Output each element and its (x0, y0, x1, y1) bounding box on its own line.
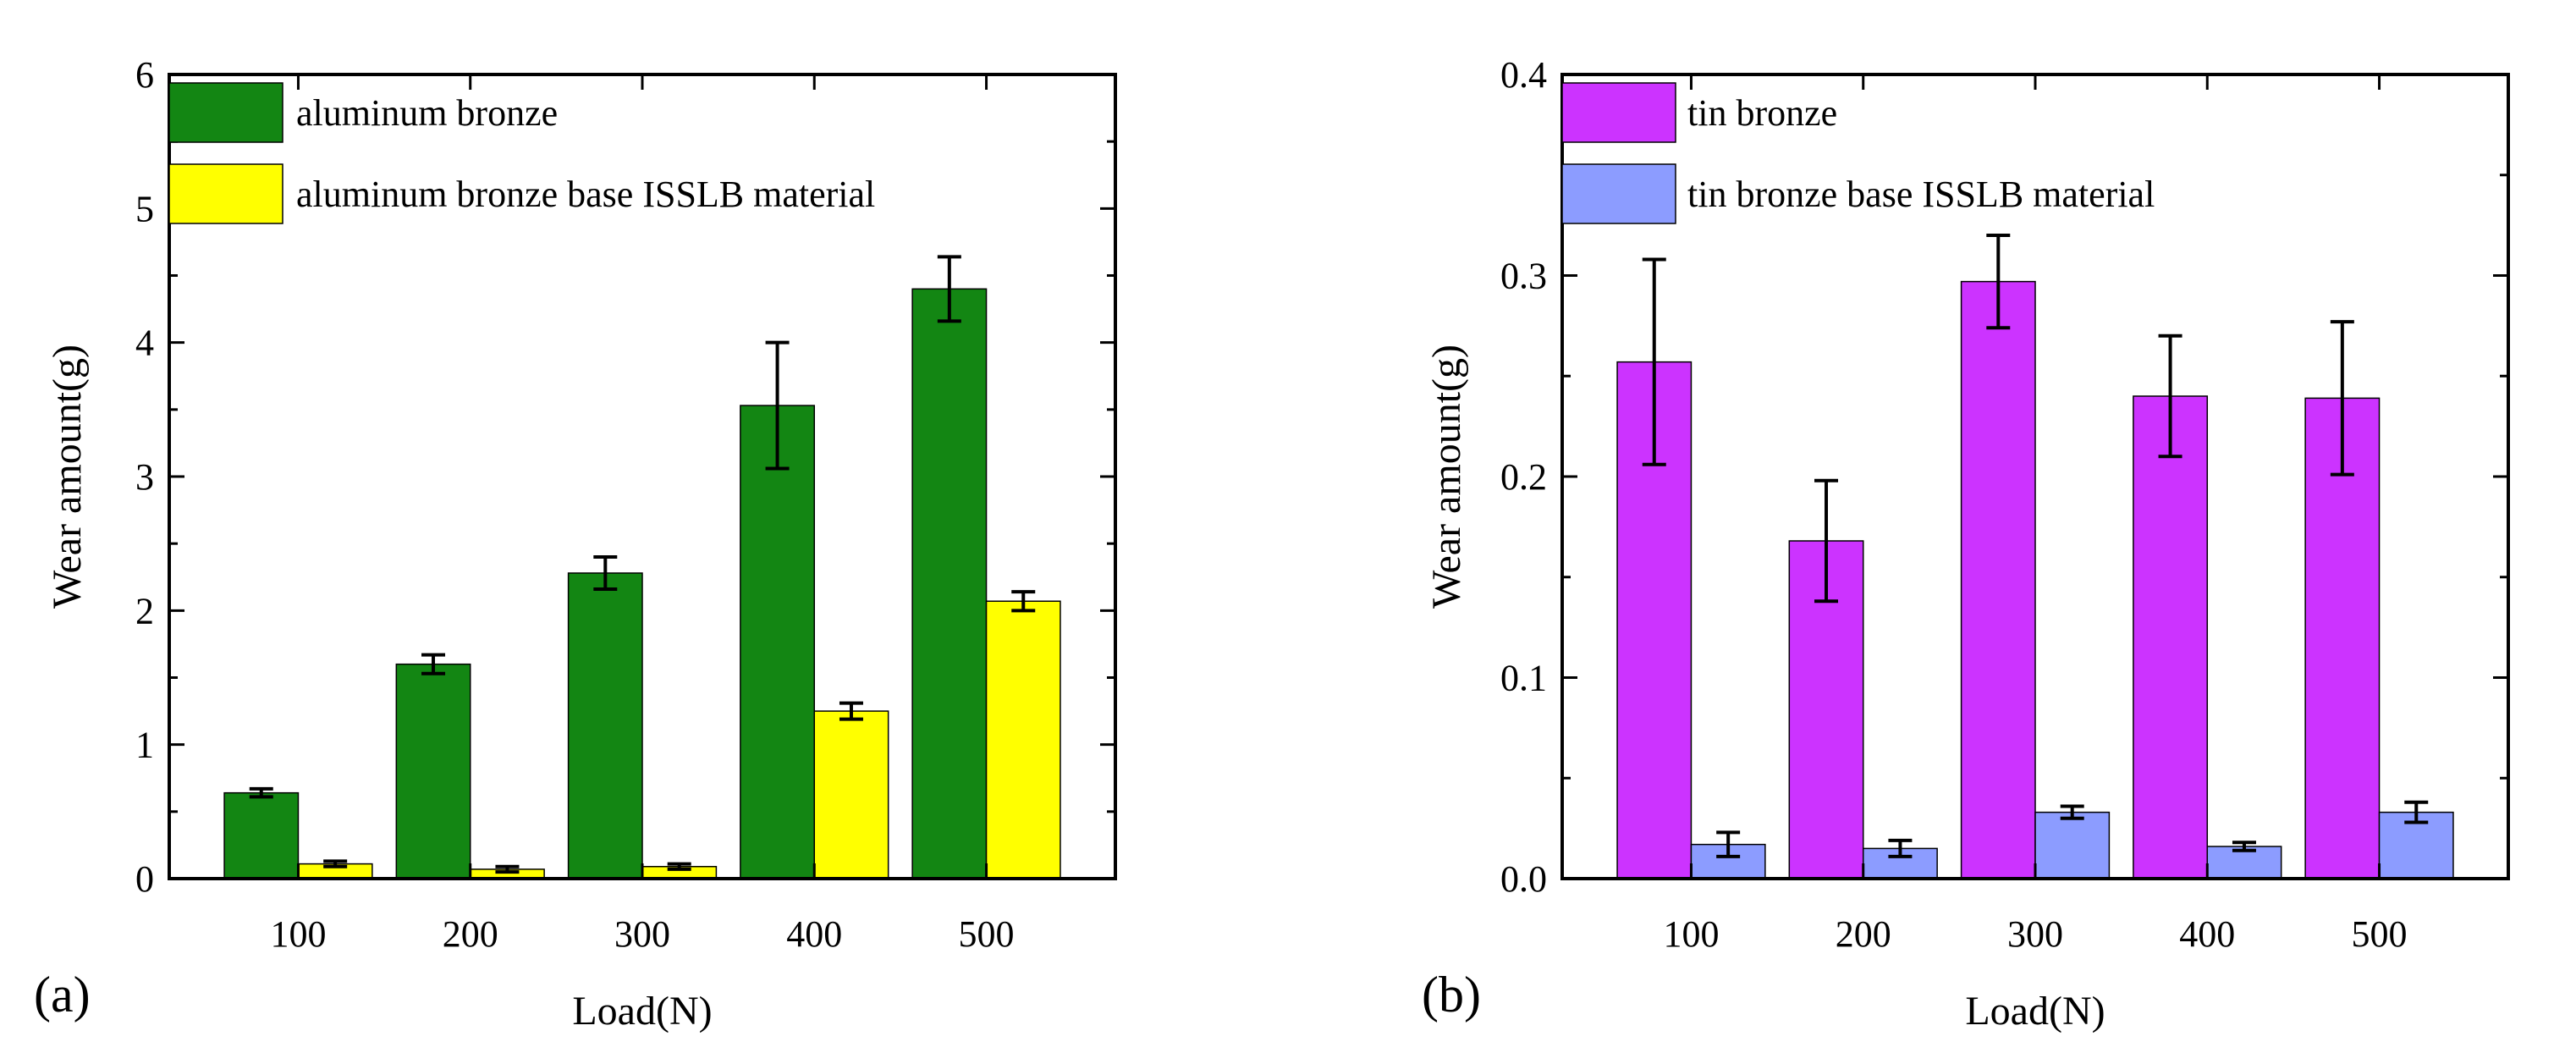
bar-aluminum-bronze-500 (911, 288, 988, 879)
x-tick-label: 100 (1663, 913, 1719, 955)
y-tick-label: 6 (135, 54, 154, 96)
bar-tin-bronze-300 (1960, 280, 2036, 879)
x-tick-label: 400 (786, 913, 842, 955)
error-bar-100 (1716, 830, 1741, 858)
error-bar-300 (2060, 804, 2084, 820)
legend-swatch (168, 82, 283, 143)
bar-tin-bronze-base-isslb-material-300 (2034, 811, 2111, 879)
error-bar-100 (1642, 257, 1666, 466)
legend: tin bronze tin bronze base ISSLB material (1561, 82, 2155, 224)
error-bar-500 (2330, 320, 2354, 477)
y-tick-label: 0.4 (1500, 54, 1547, 96)
y-tick-label: 0.0 (1500, 858, 1547, 900)
bar-aluminum-bronze-base-isslb-material-400 (813, 710, 889, 879)
error-bar-500 (1011, 590, 1036, 613)
bar-tin-bronze-400 (2133, 395, 2209, 879)
x-tick-label: 500 (2352, 913, 2408, 955)
error-bar-400 (765, 340, 790, 471)
y-tick-label: 0 (135, 858, 154, 900)
y-tick-label: 0.2 (1500, 456, 1547, 498)
error-bar-200 (421, 653, 446, 675)
x-tick-label: 300 (2007, 913, 2063, 955)
legend-label: aluminum bronze base ISSLB material (296, 174, 875, 215)
error-bar-400 (2232, 841, 2256, 852)
x-tick-label: 400 (2179, 913, 2235, 955)
y-tick-label: 0.1 (1500, 658, 1547, 699)
chart-panel-a: 0 1 2 3 4 5 6 100 200 300 400 500 Load(N) Wear amount… (34, 54, 1117, 1034)
bar-tin-bronze-500 (2304, 397, 2381, 879)
x-tick-label: 500 (959, 913, 1015, 955)
chart-panel-b: 0.0 0.1 0.2 0.3 0.4 100 200 300 400 500 Load(N) Wea… (1422, 54, 2510, 1034)
x-tick-label: 100 (270, 913, 326, 955)
y-tick-label: 0.3 (1500, 256, 1547, 297)
bar-aluminum-bronze-300 (567, 572, 643, 879)
error-bar-100 (249, 786, 273, 799)
bar-aluminum-bronze-200 (395, 663, 471, 879)
x-axis-title: Load(N) (572, 989, 712, 1034)
y-tick-label: 1 (135, 725, 154, 766)
x-tick-label: 200 (443, 913, 498, 955)
error-bar-500 (2404, 800, 2429, 824)
legend-label: tin bronze (1687, 92, 1837, 134)
legend-swatch (1561, 163, 1676, 224)
y-tick-label: 3 (135, 456, 154, 498)
error-bar-200 (1814, 478, 1839, 604)
error-bar-500 (937, 255, 961, 323)
error-bar-100 (323, 859, 348, 868)
error-bar-300 (1986, 234, 2011, 330)
bar-aluminum-bronze-base-isslb-material-500 (985, 600, 1061, 879)
panel-label: (b) (1422, 967, 1481, 1023)
y-axis-title: Wear amount(g) (1424, 345, 1469, 609)
legend-swatch (1561, 82, 1676, 143)
x-tick-label: 300 (614, 913, 670, 955)
error-bar-300 (667, 862, 691, 871)
bar-aluminum-bronze-100 (223, 791, 300, 879)
y-tick-label: 4 (135, 323, 154, 364)
y-axis-title: Wear amount(g) (45, 345, 90, 609)
x-tick-label: 200 (1836, 913, 1891, 955)
error-bar-400 (839, 701, 863, 721)
bar-aluminum-bronze-400 (740, 405, 816, 879)
y-tick-label: 2 (135, 590, 154, 631)
legend-label: tin bronze base ISSLB material (1687, 174, 2155, 215)
error-bar-300 (593, 555, 618, 591)
x-axis-title: Load(N) (1965, 989, 2105, 1034)
legend: aluminum bronze aluminum bronze base ISSL… (168, 82, 875, 224)
legend-swatch (168, 163, 283, 224)
legend-label: aluminum bronze (296, 92, 558, 134)
error-bar-200 (495, 864, 520, 874)
y-tick-label: 5 (135, 188, 154, 229)
error-bar-200 (1888, 838, 1913, 858)
panel-label: (a) (34, 967, 91, 1023)
error-bar-400 (2158, 334, 2182, 459)
